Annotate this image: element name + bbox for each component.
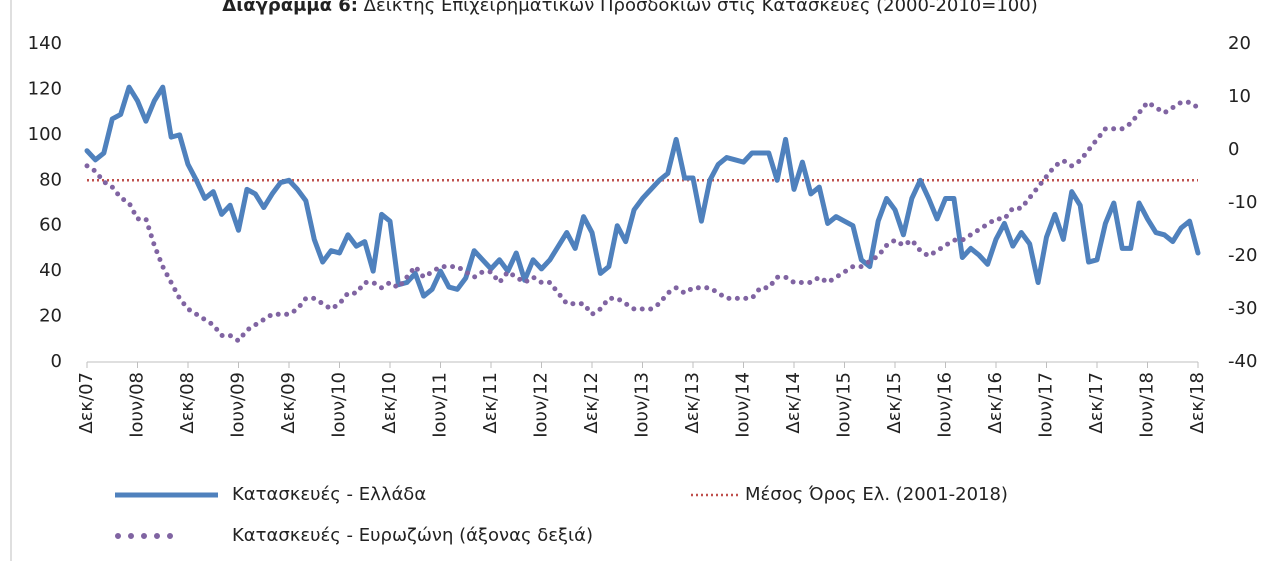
y-tick-label: 120 xyxy=(28,78,62,99)
x-tick-label: Δεκ/15 xyxy=(884,372,905,434)
x-tick-label: Δεκ/12 xyxy=(581,372,602,434)
x-tick-label: Ιουν/09 xyxy=(228,372,249,438)
x-tick-label: Δεκ/17 xyxy=(1086,372,1107,434)
y-tick-label: 40 xyxy=(39,260,62,281)
x-tick-label: Δεκ/11 xyxy=(480,372,501,434)
y2-tick-label: -20 xyxy=(1228,245,1257,266)
x-tick-label: Δεκ/10 xyxy=(379,372,400,434)
y-tick-label: 0 xyxy=(51,351,62,372)
y2-tick-label: -30 xyxy=(1228,298,1257,319)
legend-label: Μέσος Όρος Ελ. (2001-2018) xyxy=(745,484,1008,505)
x-tick-label: Ιουν/16 xyxy=(935,372,956,438)
y2-tick-label: 20 xyxy=(1228,33,1251,54)
x-tick-label: Ιουν/17 xyxy=(1036,372,1057,438)
x-tick-label: Δεκ/07 xyxy=(76,372,97,434)
x-tick-label: Ιουν/08 xyxy=(127,372,148,438)
y-tick-label: 80 xyxy=(39,169,62,190)
y-tick-label: 100 xyxy=(28,124,62,145)
x-tick-label: Ιουν/15 xyxy=(834,372,855,438)
x-tick-label: Δεκ/18 xyxy=(1187,372,1208,434)
x-tick-label: Δεκ/09 xyxy=(278,372,299,434)
series-line xyxy=(84,99,1201,344)
y2-tick-label: 10 xyxy=(1228,86,1251,107)
y2-tick-label: 0 xyxy=(1228,139,1239,160)
y-tick-label: 20 xyxy=(39,306,62,327)
x-tick-label: Ιουν/12 xyxy=(531,372,552,438)
title-text: Δείκτης Επιχειρηματικών Προσδοκιών στις … xyxy=(364,0,1038,16)
x-tick-label: Ιουν/13 xyxy=(632,372,653,438)
x-tick-label: Δεκ/08 xyxy=(177,372,198,434)
x-tick-label: Ιουν/10 xyxy=(329,372,350,438)
y-tick-label: 60 xyxy=(39,215,62,236)
legend-label: Κατασκευές - Ελλάδα xyxy=(232,484,426,505)
y-tick-label: 140 xyxy=(28,33,62,54)
x-tick-label: Ιουν/14 xyxy=(733,372,754,438)
x-tick-label: Δεκ/16 xyxy=(985,372,1006,434)
x-tick-label: Ιουν/18 xyxy=(1137,372,1158,438)
x-tick-label: Ιουν/11 xyxy=(430,372,451,438)
title-prefix: Διάγραμμα 6: xyxy=(222,0,358,16)
y2-tick-label: -40 xyxy=(1228,351,1257,372)
chart-frame xyxy=(10,0,12,561)
series-line xyxy=(84,84,1201,299)
x-tick-label: Δεκ/14 xyxy=(783,372,804,434)
x-tick-label: Δεκ/13 xyxy=(682,372,703,434)
y2-tick-label: -10 xyxy=(1228,192,1257,213)
chart-title: Διάγραμμα 6: Δείκτης Επιχειρηματικών Προ… xyxy=(222,0,1037,16)
legend-label: Κατασκευές - Ευρωζώνη (άξονας δεξιά) xyxy=(232,525,593,546)
